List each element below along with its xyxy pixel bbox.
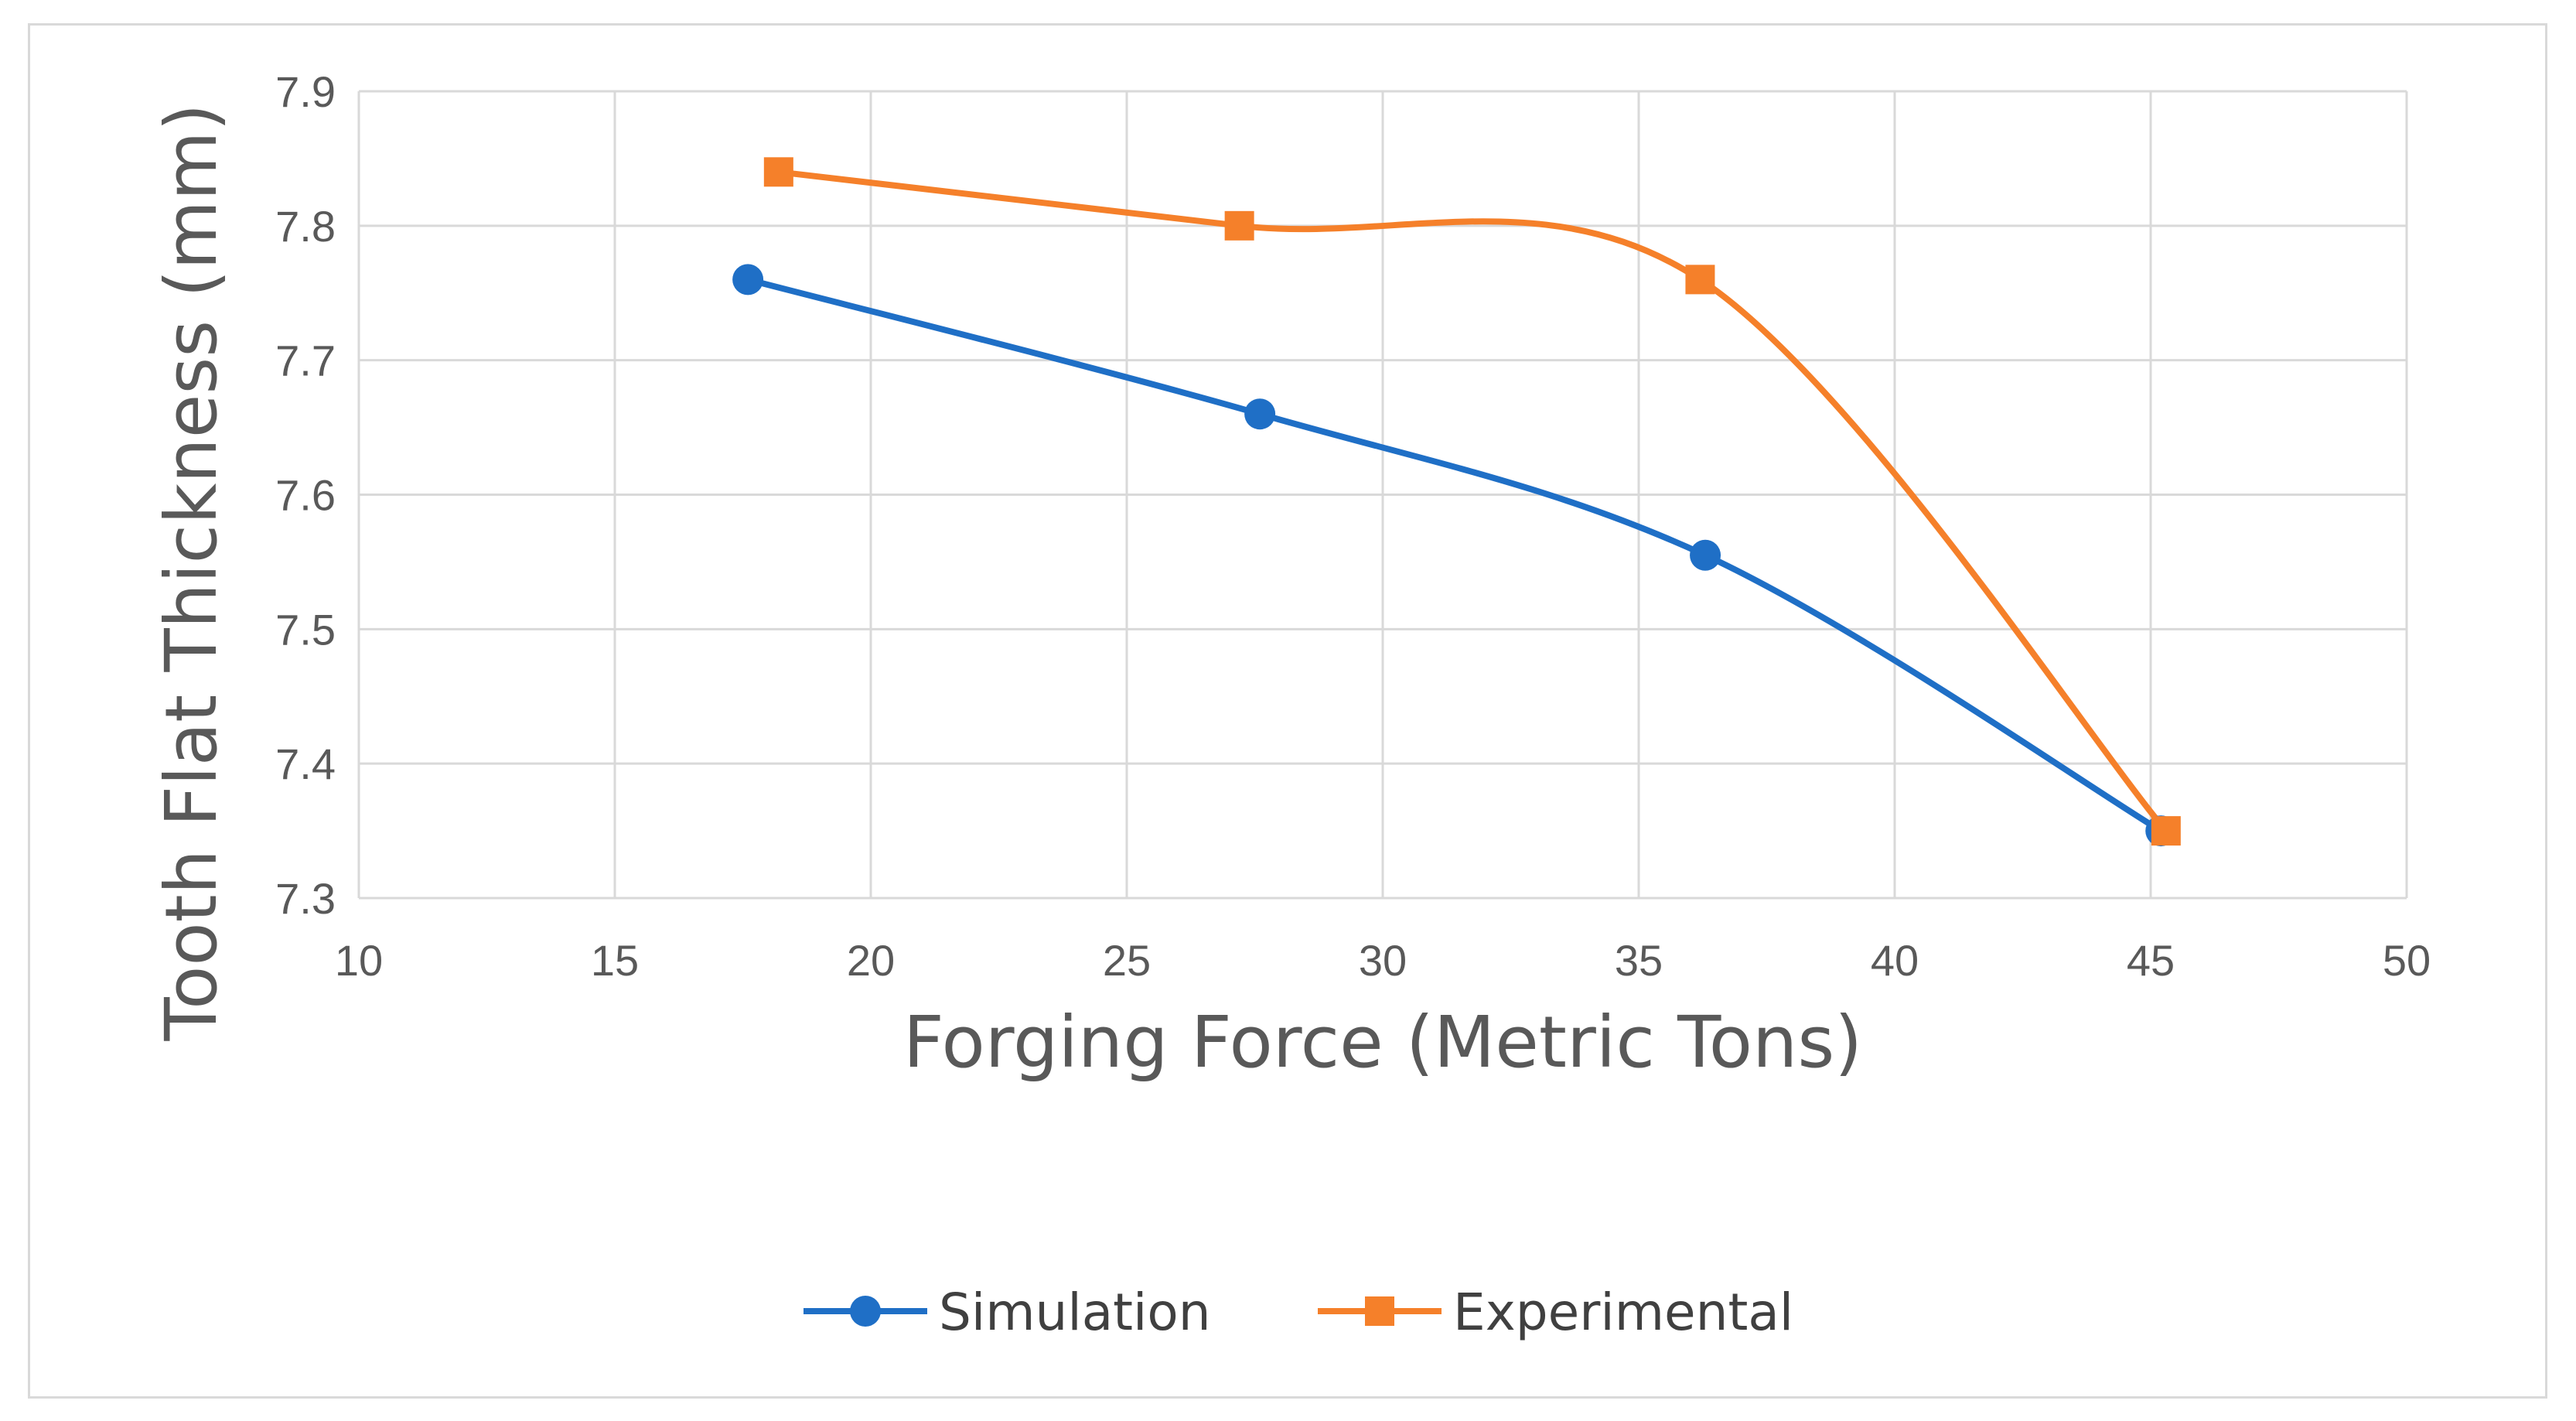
y-tick-label: 7.5: [275, 605, 336, 654]
x-tick-label: 40: [1871, 936, 1919, 985]
simulation-line: [745, 276, 2165, 835]
legend: Simulation Experimental: [804, 1283, 1793, 1342]
x-tick-label: 30: [1359, 936, 1407, 985]
x-tick-label: 45: [2127, 936, 2175, 985]
experimental-marker: [763, 157, 793, 187]
y-tick-label: 7.4: [275, 740, 336, 788]
experimental-marker: [1685, 265, 1715, 295]
x-tick-label: 20: [847, 936, 895, 985]
experimental-line: [775, 169, 2169, 835]
y-axis-title: Tooth Flat Thickness (mm): [150, 104, 233, 1042]
experimental-marker: [2151, 816, 2181, 846]
x-tick-label: 35: [1615, 936, 1663, 985]
experimental-legend-label: Experimental: [1453, 1283, 1793, 1342]
x-axis-title: Forging Force (Metric Tons): [903, 1001, 1862, 1084]
x-tick-label: 15: [591, 936, 639, 985]
y-tick-label: 7.6: [275, 471, 336, 520]
simulation-marker: [1690, 539, 1721, 571]
x-tick-label: 10: [335, 936, 383, 985]
tick-labels: 10 15 20 25 30 35 40 45 50 7.3 7.4 7.5 7.6 7.7 7.8 7.9: [275, 67, 2431, 985]
line-chart: 10 15 20 25 30 35 40 45 507.37.47.57.67.77.87.9 …: [150, 67, 2431, 1342]
chart-frame: 10 15 20 25 30 35 40 45 50 7.3 7.4 7.5 7.6 7.7 7.8 7.9 …: [28, 23, 2547, 1399]
x-tick-label: 50: [2383, 936, 2431, 985]
grid-lines: [357, 90, 2408, 900]
simulation-legend-label: Simulation: [939, 1283, 1211, 1342]
y-tick-label: 7.3: [275, 874, 336, 923]
simulation-marker: [1244, 398, 1276, 430]
y-tick-label: 7.9: [275, 67, 336, 116]
series-markers: [732, 157, 2181, 847]
experimental-marker: [1224, 210, 1254, 241]
simulation-legend-marker: [850, 1296, 881, 1327]
series-lines: [745, 169, 2169, 835]
x-tick-label: 25: [1103, 936, 1151, 985]
experimental-legend-marker: [1365, 1296, 1394, 1326]
y-tick-label: 7.8: [275, 202, 336, 251]
y-tick-label: 7.7: [275, 336, 336, 385]
simulation-marker: [732, 264, 764, 295]
